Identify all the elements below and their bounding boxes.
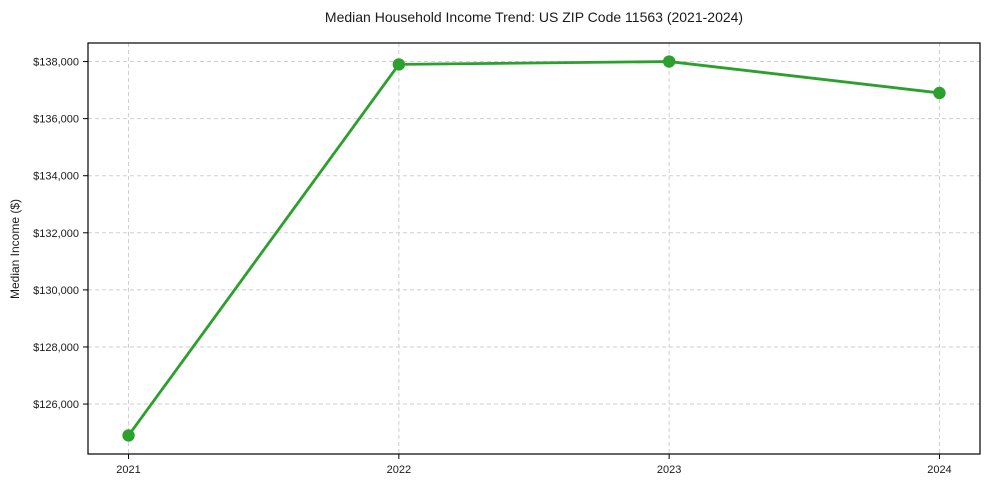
data-point-marker: [933, 86, 946, 100]
plot-border: [87, 42, 981, 455]
y-tick-label: $126,000: [33, 399, 79, 411]
y-tick-label: $138,000: [33, 57, 79, 69]
x-tick-label: 2024: [927, 464, 951, 476]
data-point-marker: [662, 55, 676, 68]
x-tick-label: 2021: [116, 464, 140, 476]
data-point-marker: [122, 429, 135, 442]
y-tick-label: $136,000: [33, 114, 79, 126]
y-tick-label: $132,000: [33, 228, 79, 240]
x-tick-label: 2023: [657, 464, 681, 476]
trend-line: [127, 60, 941, 437]
x-tick-label: 2022: [387, 464, 411, 476]
y-tick-label: $128,000: [33, 342, 79, 354]
y-tick-label: $130,000: [33, 285, 79, 297]
data-point-marker: [392, 58, 406, 71]
chart-title: Median Household Income Trend: US ZIP Co…: [324, 9, 744, 25]
y-tick-label: $134,000: [33, 171, 79, 183]
